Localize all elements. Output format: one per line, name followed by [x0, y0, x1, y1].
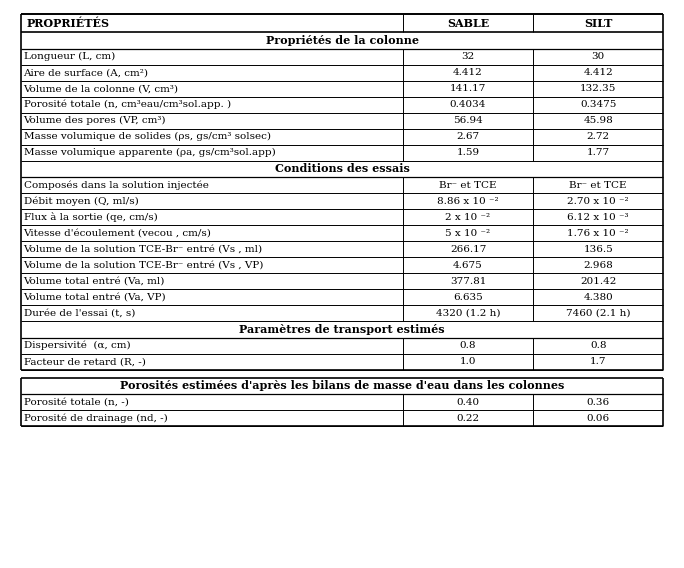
Text: 266.17: 266.17 [450, 245, 486, 254]
Text: 7460 (2.1 h): 7460 (2.1 h) [566, 308, 631, 318]
Text: 2 x 10 ⁻²: 2 x 10 ⁻² [445, 212, 490, 222]
Text: 1.0: 1.0 [460, 357, 476, 366]
Text: Paramètres de transport estimés: Paramètres de transport estimés [239, 324, 445, 335]
Text: 2.67: 2.67 [456, 132, 479, 141]
Text: 1.7: 1.7 [590, 357, 607, 366]
Text: 32: 32 [462, 52, 475, 61]
Text: 4.412: 4.412 [453, 68, 483, 77]
Text: Volume total entré (Va, ml): Volume total entré (Va, ml) [23, 277, 165, 286]
Text: 2.72: 2.72 [587, 132, 609, 141]
Text: Débit moyen (Q, ml/s): Débit moyen (Q, ml/s) [23, 197, 138, 206]
Text: 4.675: 4.675 [453, 261, 483, 270]
Text: Porosité totale (n, cm³eau/cm³sol.app. ): Porosité totale (n, cm³eau/cm³sol.app. ) [23, 100, 231, 110]
Text: Porosité de drainage (nd, -): Porosité de drainage (nd, -) [23, 414, 168, 423]
Text: Vitesse d'écoulement (vecou , cm/s): Vitesse d'écoulement (vecou , cm/s) [23, 229, 211, 237]
Text: Volume de la colonne (V, cm³): Volume de la colonne (V, cm³) [23, 84, 179, 93]
Text: 0.40: 0.40 [456, 398, 479, 407]
Text: Volume de la solution TCE-Br⁻ entré (Vs , VP): Volume de la solution TCE-Br⁻ entré (Vs … [23, 261, 264, 270]
Text: SILT: SILT [584, 18, 612, 29]
Text: Dispersivité  (α, cm): Dispersivité (α, cm) [23, 341, 130, 350]
Text: 6.635: 6.635 [453, 293, 483, 302]
Text: Flux à la sortie (qe, cm/s): Flux à la sortie (qe, cm/s) [23, 212, 157, 222]
Text: 0.22: 0.22 [456, 414, 479, 423]
Text: Propriétés de la colonne: Propriétés de la colonne [265, 35, 419, 46]
Text: 0.8: 0.8 [460, 341, 476, 350]
Text: 45.98: 45.98 [583, 116, 613, 125]
Text: Volume des pores (VP, cm³): Volume des pores (VP, cm³) [23, 116, 166, 126]
Text: 4320 (1.2 h): 4320 (1.2 h) [436, 308, 500, 318]
Text: 141.17: 141.17 [450, 84, 486, 93]
Text: Br⁻ et TCE: Br⁻ et TCE [439, 181, 497, 190]
Text: Longueur (L, cm): Longueur (L, cm) [23, 52, 115, 61]
Text: Composés dans la solution injectée: Composés dans la solution injectée [23, 181, 209, 190]
Text: 5 x 10 ⁻²: 5 x 10 ⁻² [445, 229, 490, 237]
Text: 56.94: 56.94 [453, 116, 483, 125]
Text: Facteur de retard (R, -): Facteur de retard (R, -) [23, 357, 146, 366]
Text: Durée de l'essai (t, s): Durée de l'essai (t, s) [23, 308, 135, 318]
Text: Volume total entré (Va, VP): Volume total entré (Va, VP) [23, 293, 166, 302]
Text: Conditions des essais: Conditions des essais [274, 164, 410, 174]
Text: 1.59: 1.59 [456, 148, 479, 157]
Text: 377.81: 377.81 [450, 277, 486, 286]
Text: SABLE: SABLE [447, 18, 489, 29]
Text: 0.8: 0.8 [590, 341, 607, 350]
Text: Porosités estimées d'après les bilans de masse d'eau dans les colonnes: Porosités estimées d'après les bilans de… [120, 381, 564, 391]
Text: 1.76 x 10 ⁻²: 1.76 x 10 ⁻² [568, 229, 629, 237]
Text: 0.4034: 0.4034 [450, 100, 486, 109]
Text: 30: 30 [592, 52, 605, 61]
Text: 6.12 x 10 ⁻³: 6.12 x 10 ⁻³ [568, 212, 629, 222]
Text: 132.35: 132.35 [580, 84, 616, 93]
Text: Aire de surface (A, cm²): Aire de surface (A, cm²) [23, 68, 148, 77]
Text: Masse volumique apparente (ρa, gs/cm³sol.app): Masse volumique apparente (ρa, gs/cm³sol… [23, 148, 275, 157]
Text: Masse volumique de solides (ρs, gs/cm³ solsec): Masse volumique de solides (ρs, gs/cm³ s… [23, 132, 270, 141]
Text: 8.86 x 10 ⁻²: 8.86 x 10 ⁻² [437, 197, 499, 206]
Text: 0.3475: 0.3475 [580, 100, 616, 109]
Text: Volume de la solution TCE-Br⁻ entré (Vs , ml): Volume de la solution TCE-Br⁻ entré (Vs … [23, 245, 263, 254]
Text: 4.380: 4.380 [583, 293, 613, 302]
Text: 4.412: 4.412 [583, 68, 613, 77]
Text: 0.36: 0.36 [587, 398, 609, 407]
Text: 136.5: 136.5 [583, 245, 613, 254]
Text: PROPRIÉTÉS: PROPRIÉTÉS [27, 18, 109, 29]
Text: 1.77: 1.77 [587, 148, 609, 157]
Text: Br⁻ et TCE: Br⁻ et TCE [570, 181, 627, 190]
Text: 0.06: 0.06 [587, 414, 609, 423]
Text: 2.70 x 10 ⁻²: 2.70 x 10 ⁻² [568, 197, 629, 206]
Text: 2.968: 2.968 [583, 261, 613, 270]
Text: 201.42: 201.42 [580, 277, 616, 286]
Text: Porosité totale (n, -): Porosité totale (n, -) [23, 398, 129, 407]
